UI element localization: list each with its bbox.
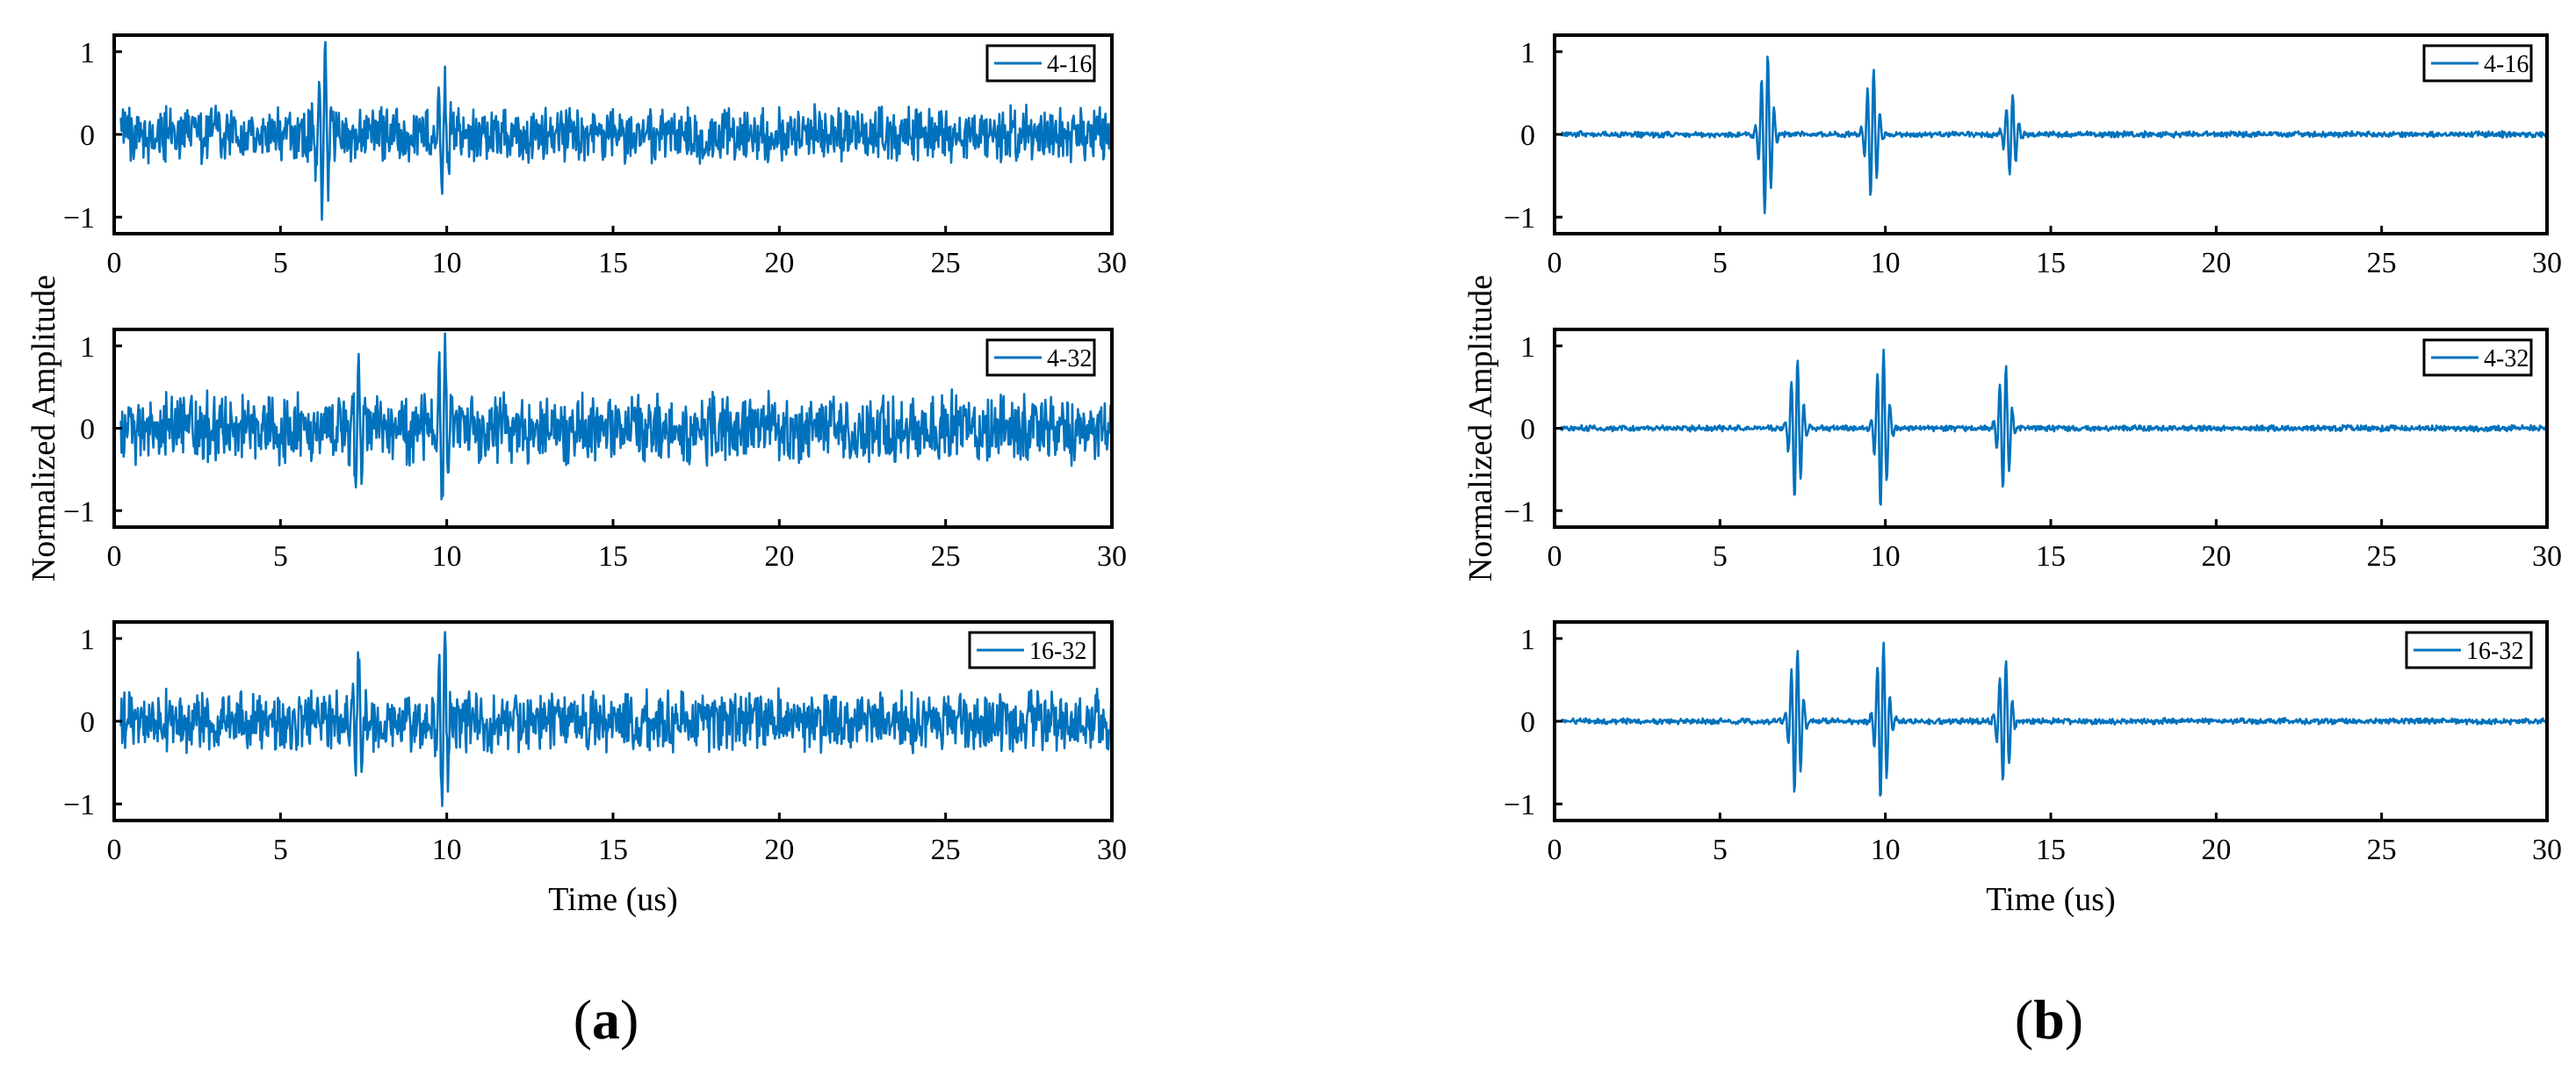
x-tick-label: 30 — [1097, 834, 1127, 866]
x-tick-label: 15 — [2036, 540, 2066, 573]
panel-label: (a) — [574, 988, 639, 1051]
y-tick-label: −1 — [63, 789, 95, 821]
series-line-4-32 — [119, 332, 1114, 501]
legend-4-16: 4-16 — [2422, 44, 2533, 83]
series-line-16-32 — [1560, 641, 2549, 797]
x-tick-label: 0 — [107, 834, 122, 866]
x-tick-label: 20 — [764, 540, 794, 573]
x-tick-label: 15 — [2036, 834, 2066, 866]
subplot-4-16: 0 5 10 15 20 25 30 −1 0 1 4-16 — [63, 33, 1127, 279]
y-tick-label: 1 — [80, 624, 95, 656]
series-line-4-32 — [1560, 348, 2549, 506]
y-tick-label: 0 — [80, 414, 95, 446]
panel-b: 0 5 10 15 20 25 30−101 4-160 5 10 15 20 25 30−101 4-32… — [1462, 33, 2562, 1051]
x-tick-label: 0 — [1548, 247, 1562, 279]
legend-label: 4-16 — [2484, 51, 2529, 78]
y-tick-label: 1 — [1520, 624, 1535, 656]
legend-label: 16-32 — [2466, 638, 2523, 665]
panel-label: (b) — [2015, 988, 2083, 1051]
x-tick-label: 30 — [1097, 540, 1127, 573]
x-tick-label: 15 — [2036, 247, 2066, 279]
x-tick-label: 10 — [432, 247, 462, 279]
legend-4-16: 4-16 — [985, 44, 1096, 83]
x-axis-label: Time (us) — [1986, 881, 2115, 918]
x-tick-label: 25 — [2367, 247, 2397, 279]
x-tick-label: 25 — [931, 540, 961, 573]
x-axis-label: Time (us) — [548, 881, 677, 918]
subplot-4-32: 0 5 10 15 20 25 30 −1 0 1 4-32 — [1504, 328, 2562, 573]
y-tick-label: 1 — [80, 37, 95, 69]
y-axis-label: Normalized Amplitude — [1462, 275, 1499, 582]
x-tick-label: 25 — [2367, 834, 2397, 866]
y-tick-label: −1 — [63, 495, 95, 528]
x-tick-label: 30 — [1097, 247, 1127, 279]
x-tick-label: 0 — [107, 247, 122, 279]
y-tick-label: 0 — [80, 119, 95, 152]
x-tick-label: 15 — [598, 834, 628, 866]
subplot-4-32: 0 5 10 15 20 25 30 −1 0 1 4-32 — [63, 328, 1127, 573]
x-tick-label: 5 — [1713, 540, 1728, 573]
subplot-16-32: 0 5 10 15 20 25 30 −1 0 1 16-32 — [63, 620, 1127, 866]
series-line-16-32 — [119, 631, 1114, 807]
x-tick-label: 20 — [764, 247, 794, 279]
x-tick-label: 0 — [1548, 540, 1562, 573]
y-tick-label: −1 — [63, 202, 95, 235]
x-tick-label: 10 — [1871, 540, 1901, 573]
y-tick-label: 0 — [1520, 119, 1535, 152]
x-tick-label: 20 — [2201, 247, 2231, 279]
x-tick-label: 5 — [273, 247, 288, 279]
y-tick-label: 1 — [1520, 37, 1535, 69]
x-tick-label: 25 — [2367, 540, 2397, 573]
x-tick-label: 15 — [598, 540, 628, 573]
x-tick-label: 20 — [2201, 834, 2231, 866]
x-tick-label: 10 — [432, 540, 462, 573]
x-tick-label: 10 — [1871, 247, 1901, 279]
legend-16-32: 16-32 — [968, 631, 1096, 669]
x-tick-label: 30 — [2532, 540, 2562, 573]
legend-label: 16-32 — [1029, 638, 1086, 665]
y-tick-label: −1 — [1504, 202, 1535, 235]
x-tick-label: 30 — [2532, 834, 2562, 866]
x-tick-label: 30 — [2532, 247, 2562, 279]
legend-label: 4-32 — [2484, 345, 2529, 372]
x-tick-label: 0 — [1548, 834, 1562, 866]
legend-4-32: 4-32 — [2422, 338, 2533, 377]
y-tick-label: −1 — [1504, 789, 1535, 821]
y-tick-label: 0 — [80, 706, 95, 739]
y-tick-label: 0 — [1520, 414, 1535, 446]
legend-label: 4-32 — [1047, 345, 1092, 372]
x-tick-label: 15 — [598, 247, 628, 279]
legend-label: 4-16 — [1047, 51, 1092, 78]
x-tick-label: 20 — [2201, 540, 2231, 573]
panel-a: 0 5 10 15 20 25 30−101 4-160 5 10 15 20 25 30−101 4-32… — [25, 33, 1127, 1051]
x-tick-label: 5 — [1713, 247, 1728, 279]
y-tick-label: −1 — [1504, 495, 1535, 528]
y-axis-label: Normalized Amplitude — [25, 275, 62, 582]
x-tick-label: 25 — [931, 834, 961, 866]
legend-16-32: 16-32 — [2405, 631, 2533, 669]
legend-4-32: 4-32 — [985, 338, 1096, 377]
x-tick-label: 5 — [273, 834, 288, 866]
x-tick-label: 0 — [107, 540, 122, 573]
y-tick-label: 1 — [1520, 331, 1535, 364]
x-tick-label: 25 — [931, 247, 961, 279]
subplot-16-32: 0 5 10 15 20 25 30 −1 0 1 16-32 — [1504, 620, 2562, 866]
y-tick-label: 1 — [80, 331, 95, 364]
series-line-4-16 — [1560, 55, 2548, 214]
x-tick-label: 20 — [764, 834, 794, 866]
x-tick-label: 5 — [273, 540, 288, 573]
x-tick-label: 5 — [1713, 834, 1728, 866]
series-line-4-16 — [119, 40, 1114, 221]
y-tick-label: 0 — [1520, 706, 1535, 739]
subplot-4-16: 0 5 10 15 20 25 30 −1 0 1 4-16 — [1504, 33, 2562, 279]
x-tick-label: 10 — [432, 834, 462, 866]
x-tick-label: 10 — [1871, 834, 1901, 866]
